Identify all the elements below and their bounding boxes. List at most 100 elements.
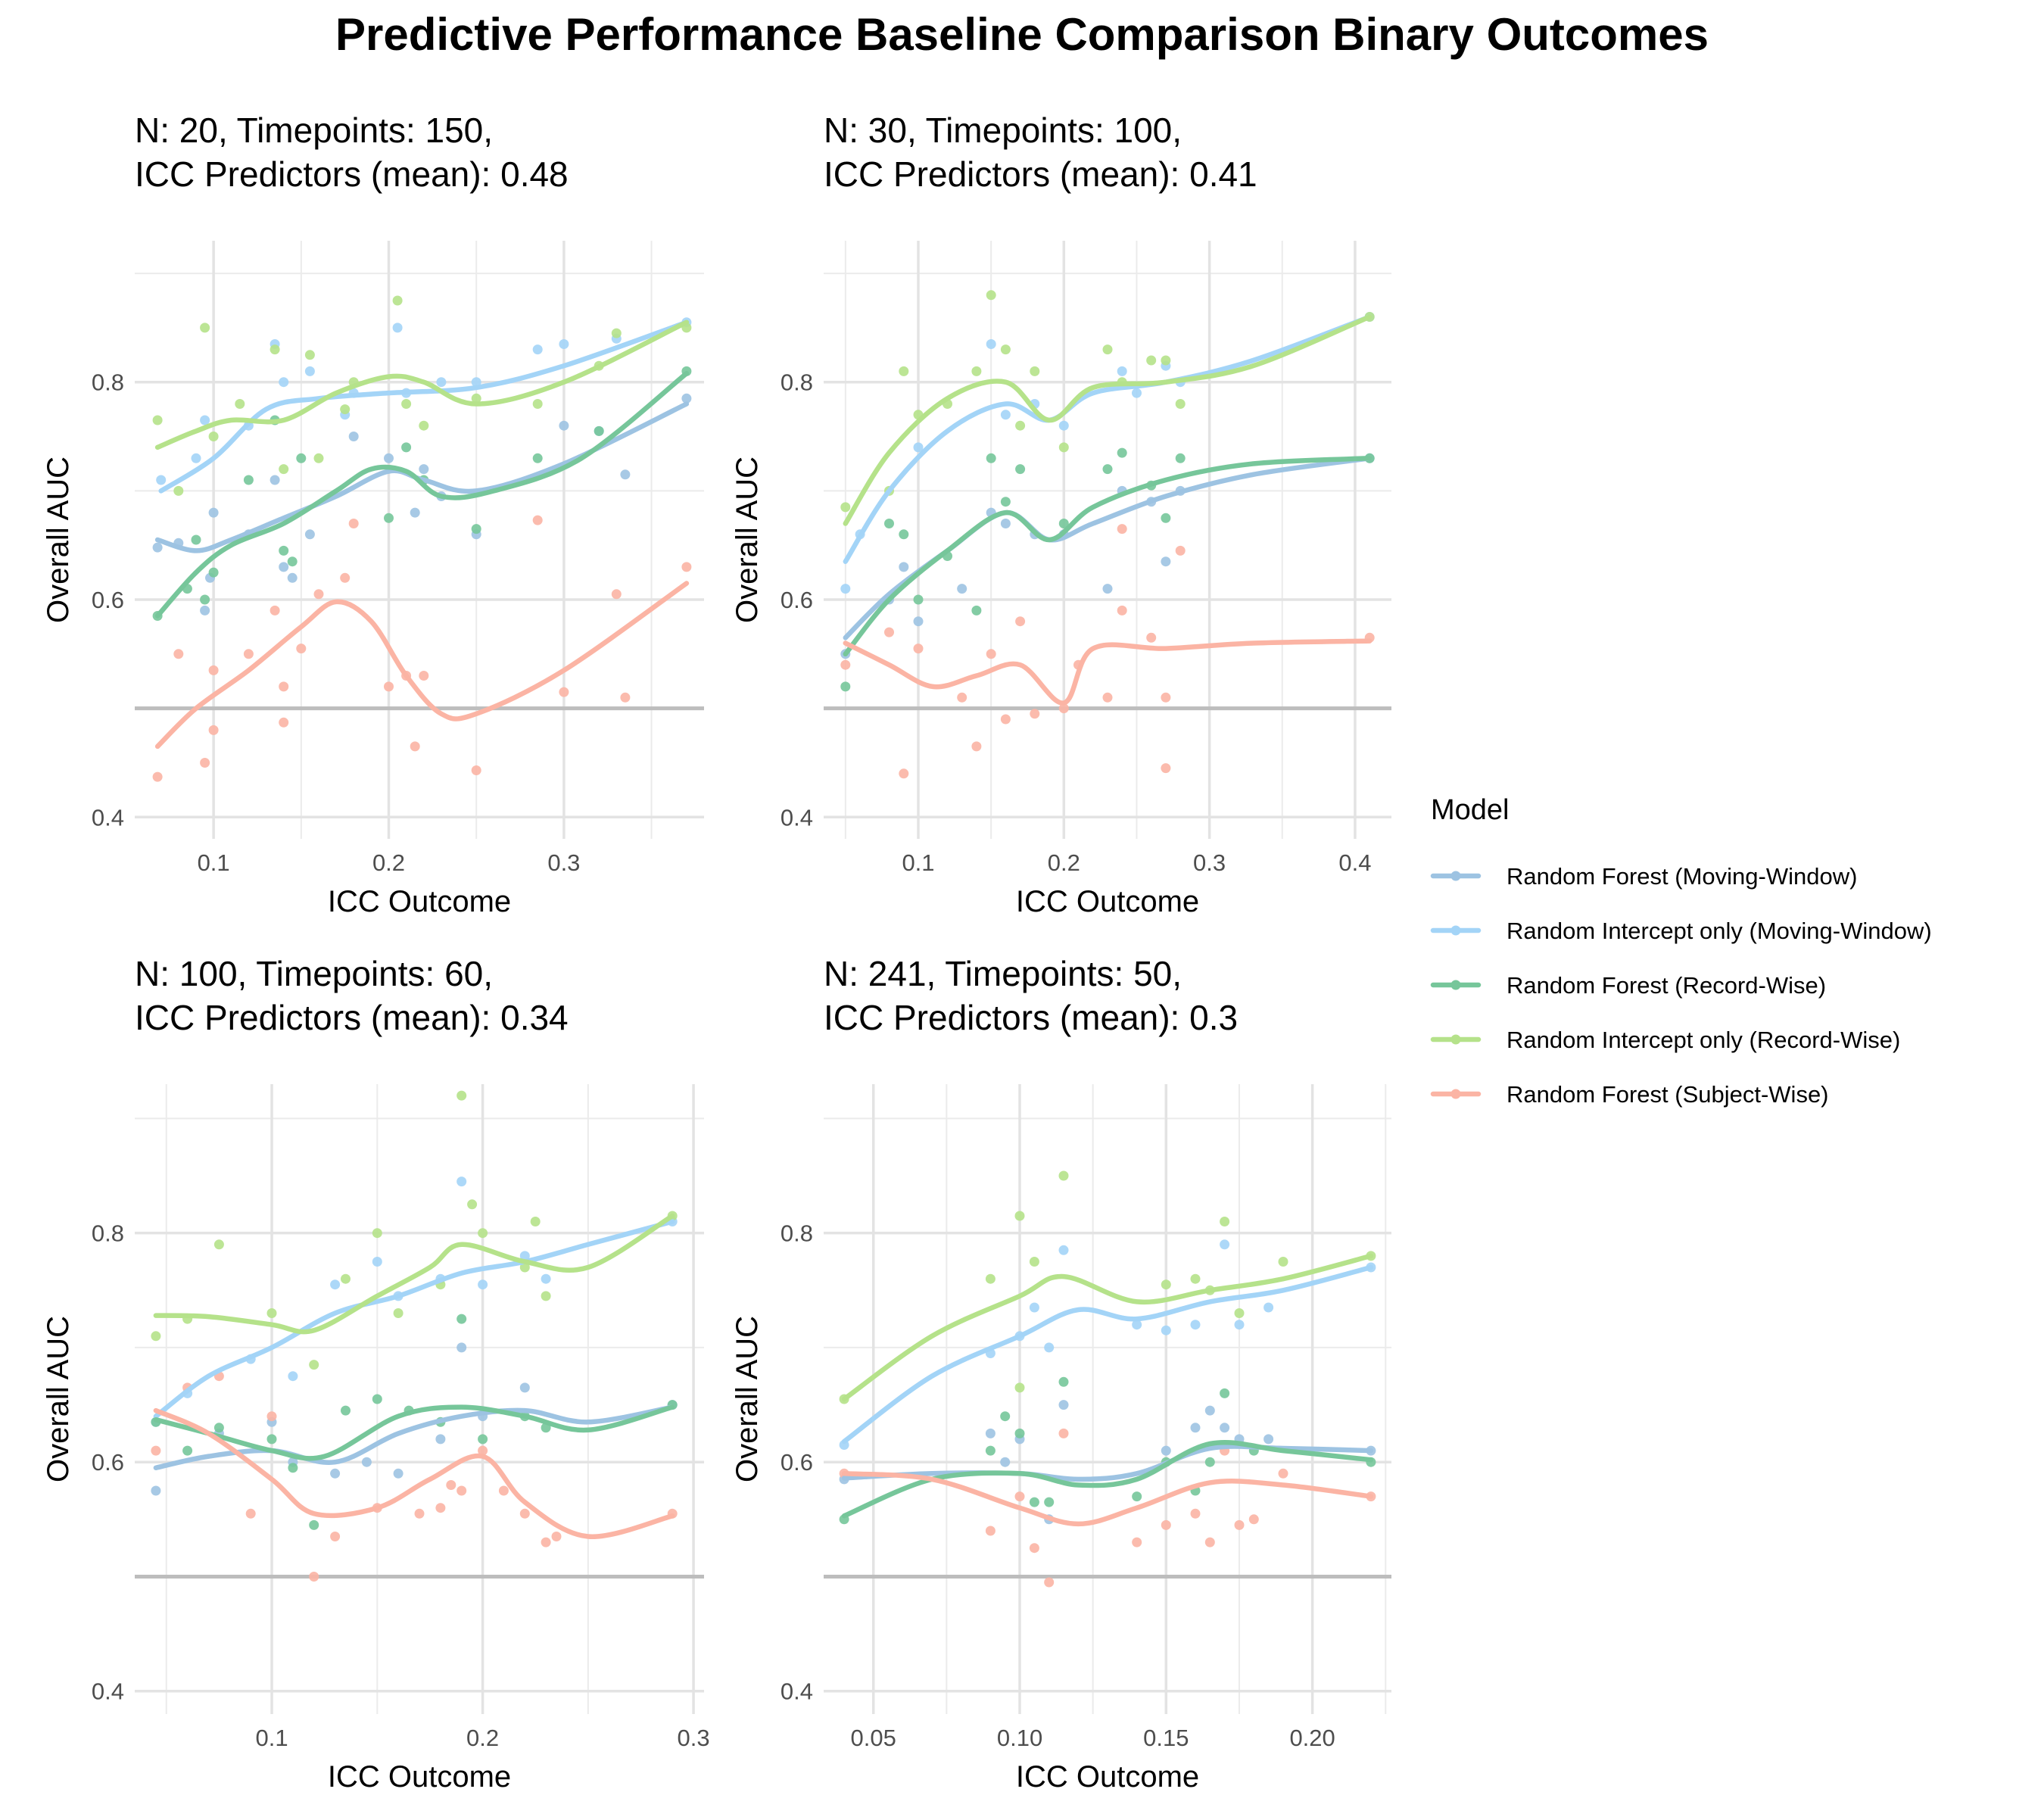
x-axis-title: ICC Outcome [1016,885,1199,918]
x-tick-label: 0.2 [466,1725,499,1751]
data-point [1102,464,1113,475]
data-point [1058,519,1069,528]
panel-title-line2: ICC Predictors (mean): 0.3 [824,998,1238,1037]
data-point [266,1411,277,1422]
data-point [1058,1245,1069,1255]
series-trend-line-ri_rw [843,314,1373,526]
data-point [957,692,967,703]
data-point [372,1228,382,1239]
data-point [1117,366,1127,376]
data-point [279,464,289,475]
data-point [1161,513,1171,523]
panels: N: 20, Timepoints: 150, ICC Predictors (m… [42,111,1391,1794]
x-tick-label: 0.2 [372,849,405,876]
legend-swatch-point [1450,871,1461,881]
data-point [913,594,924,605]
data-point [419,464,429,475]
data-point [288,1463,298,1473]
data-point [309,1519,319,1530]
data-point [1058,1400,1069,1410]
x-tick-label: 0.10 [997,1725,1042,1751]
data-point [519,1262,530,1273]
y-tick-label: 0.6 [781,587,813,613]
series-trend-line-ri_rw [153,1213,675,1335]
series-trend-line-ri_mw [841,1264,1374,1445]
data-point [1204,1457,1215,1467]
data-point [1000,410,1011,420]
y-tick-label: 0.4 [781,1678,813,1705]
data-point [1190,1423,1201,1433]
data-point [287,572,298,583]
data-point [330,1468,341,1479]
data-point [519,1382,530,1393]
series-trend-line-rf_rw [153,1404,675,1461]
data-point [1161,692,1171,703]
data-point [270,344,280,355]
data-point [213,1239,224,1250]
legend-swatch-point [1450,925,1461,936]
panel-title-line1: N: 30, Timepoints: 100, [824,111,1182,150]
data-point [1117,524,1127,535]
data-point [1102,692,1113,703]
data-point [1278,1257,1288,1267]
y-tick-label: 0.6 [781,1449,813,1476]
data-point [1190,1320,1201,1330]
x-tick-label: 0.20 [1289,1725,1335,1751]
series-trend-line-rf_rw [154,370,690,619]
data-point [884,519,894,528]
data-point [971,741,982,752]
data-point [899,562,909,572]
data-point [304,366,315,376]
data-point [243,649,254,659]
data-point [200,594,210,605]
legend-item-rf_sw: Random Forest (Subject-Wise) [1430,1081,1829,1108]
data-point [478,1434,488,1445]
data-point [840,502,851,513]
data-point [436,377,447,388]
data-point [296,644,307,654]
x-tick-label: 0.4 [1338,849,1371,876]
y-axis-title: Overall AUC [731,457,764,623]
y-tick-label: 0.8 [92,369,124,396]
data-point [330,1279,341,1290]
data-point [340,572,351,583]
x-tick-label: 0.1 [198,849,230,876]
data-point [1015,420,1026,431]
data-point [478,1445,488,1456]
data-point [456,1090,467,1101]
data-point [456,1314,467,1324]
data-point [279,681,289,692]
data-point [296,453,307,463]
data-point [899,366,909,376]
legend: Model Random Forest (Moving-Window)Rando… [1430,794,1932,1108]
data-point [191,535,201,545]
series-trend-line-ri_rw [154,319,690,450]
data-point [1175,399,1186,409]
data-point [348,519,359,528]
data-point [519,1508,530,1519]
series-points-ri_rw [840,290,1375,513]
data-point [1044,1577,1055,1588]
data-point [840,584,851,594]
data-point [1175,453,1186,463]
panel-title-line2: ICC Predictors (mean): 0.34 [135,998,569,1037]
data-point [151,1331,161,1342]
data-point [1015,464,1026,475]
data-point [1234,1519,1245,1530]
data-point [410,507,420,518]
legend-label: Random Forest (Subject-Wise) [1507,1081,1829,1108]
data-point [456,1177,467,1187]
legend-label: Random Intercept only (Record-Wise) [1507,1027,1900,1053]
data-point [279,545,289,556]
data-point [541,1537,551,1547]
data-point [435,1503,446,1513]
data-point [1132,388,1142,398]
data-point [245,1508,256,1519]
data-point [1000,1411,1011,1422]
x-tick-label: 0.05 [851,1725,896,1751]
data-point [1161,1445,1171,1456]
data-point [152,542,163,553]
data-point [541,1291,551,1301]
data-point [419,420,429,431]
legend-swatch-point [1450,980,1461,990]
